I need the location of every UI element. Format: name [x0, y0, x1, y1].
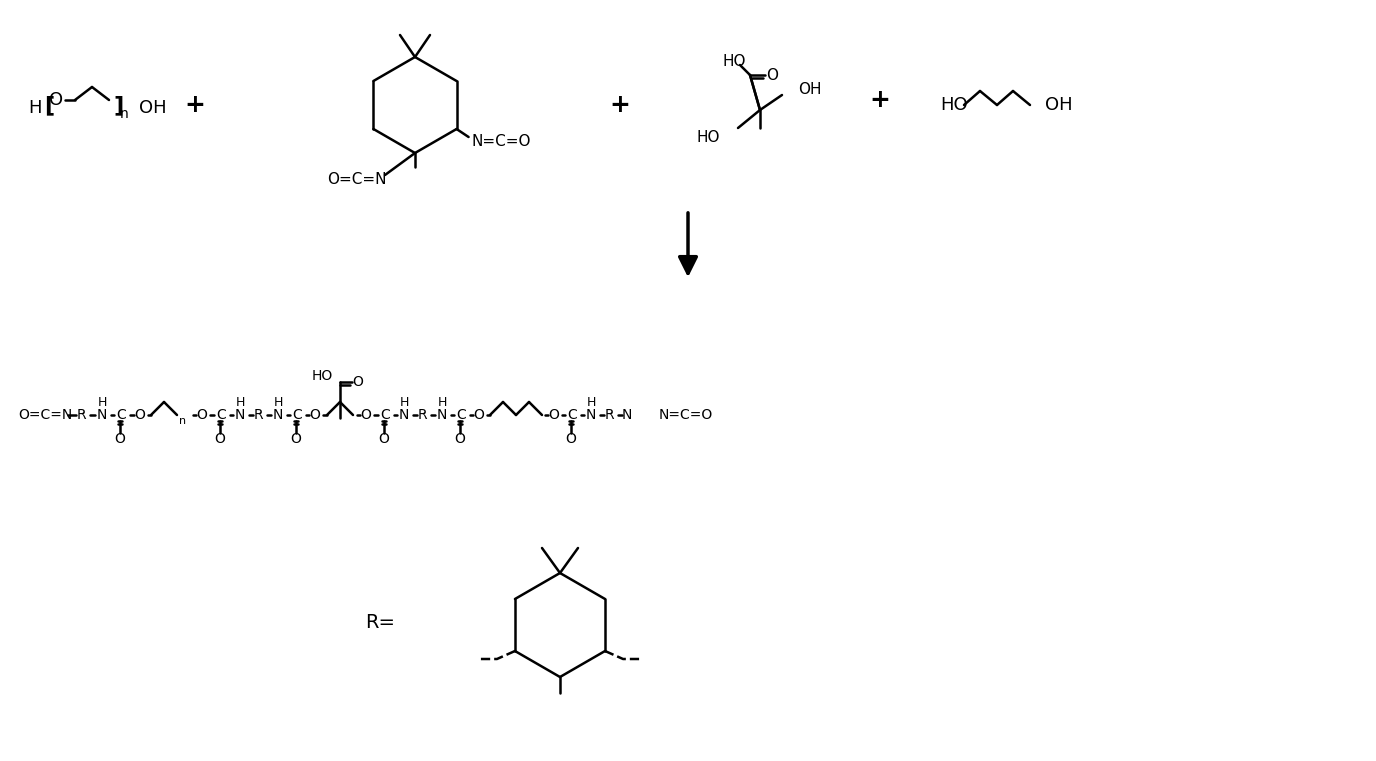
Text: C: C	[567, 408, 577, 422]
Text: O: O	[766, 68, 777, 82]
Text: R: R	[253, 408, 263, 422]
Text: [: [	[44, 95, 54, 115]
Text: C: C	[455, 408, 466, 422]
Text: +: +	[184, 93, 205, 117]
Text: H: H	[274, 396, 282, 409]
Text: +: +	[610, 93, 630, 117]
Text: O: O	[361, 408, 372, 422]
Text: R: R	[604, 408, 614, 422]
Text: R: R	[417, 408, 427, 422]
Text: N: N	[622, 408, 632, 422]
Text: N=C=O: N=C=O	[472, 133, 531, 148]
Text: O: O	[114, 432, 125, 446]
Text: O=C=N: O=C=N	[18, 408, 73, 422]
Text: HO: HO	[311, 369, 333, 383]
Text: H: H	[438, 396, 447, 409]
Text: O: O	[549, 408, 560, 422]
Text: n: n	[179, 416, 187, 426]
Text: HO: HO	[722, 55, 746, 69]
Text: O: O	[135, 408, 146, 422]
Text: HO: HO	[696, 130, 720, 145]
Text: H: H	[98, 396, 107, 409]
Text: O=C=N: O=C=N	[327, 173, 387, 187]
Text: H: H	[586, 396, 596, 409]
Text: C: C	[292, 408, 301, 422]
Text: H: H	[399, 396, 409, 409]
Text: H: H	[28, 99, 41, 117]
Text: N: N	[272, 408, 283, 422]
Text: R=: R=	[365, 613, 395, 632]
Text: HO: HO	[940, 96, 967, 114]
Text: H: H	[235, 396, 245, 409]
Text: OH: OH	[798, 82, 821, 97]
Text: O: O	[290, 432, 301, 446]
Text: n: n	[120, 107, 128, 121]
Text: N: N	[235, 408, 245, 422]
Text: O: O	[310, 408, 321, 422]
Text: O: O	[378, 432, 389, 446]
Text: N: N	[399, 408, 409, 422]
Text: N: N	[96, 408, 107, 422]
Text: +: +	[870, 88, 890, 112]
Text: ]: ]	[113, 95, 124, 115]
Text: N=C=O: N=C=O	[659, 408, 713, 422]
Text: O: O	[454, 432, 465, 446]
Text: N: N	[586, 408, 596, 422]
Text: N: N	[436, 408, 447, 422]
Text: O: O	[352, 375, 363, 389]
Text: O: O	[215, 432, 226, 446]
Text: C: C	[216, 408, 226, 422]
Text: O: O	[566, 432, 577, 446]
Text: O: O	[197, 408, 208, 422]
Text: O: O	[50, 91, 63, 109]
Text: OH: OH	[1044, 96, 1073, 114]
Text: O: O	[473, 408, 484, 422]
Text: R: R	[76, 408, 85, 422]
Text: OH: OH	[139, 99, 166, 117]
Text: C: C	[116, 408, 125, 422]
Text: C: C	[380, 408, 389, 422]
